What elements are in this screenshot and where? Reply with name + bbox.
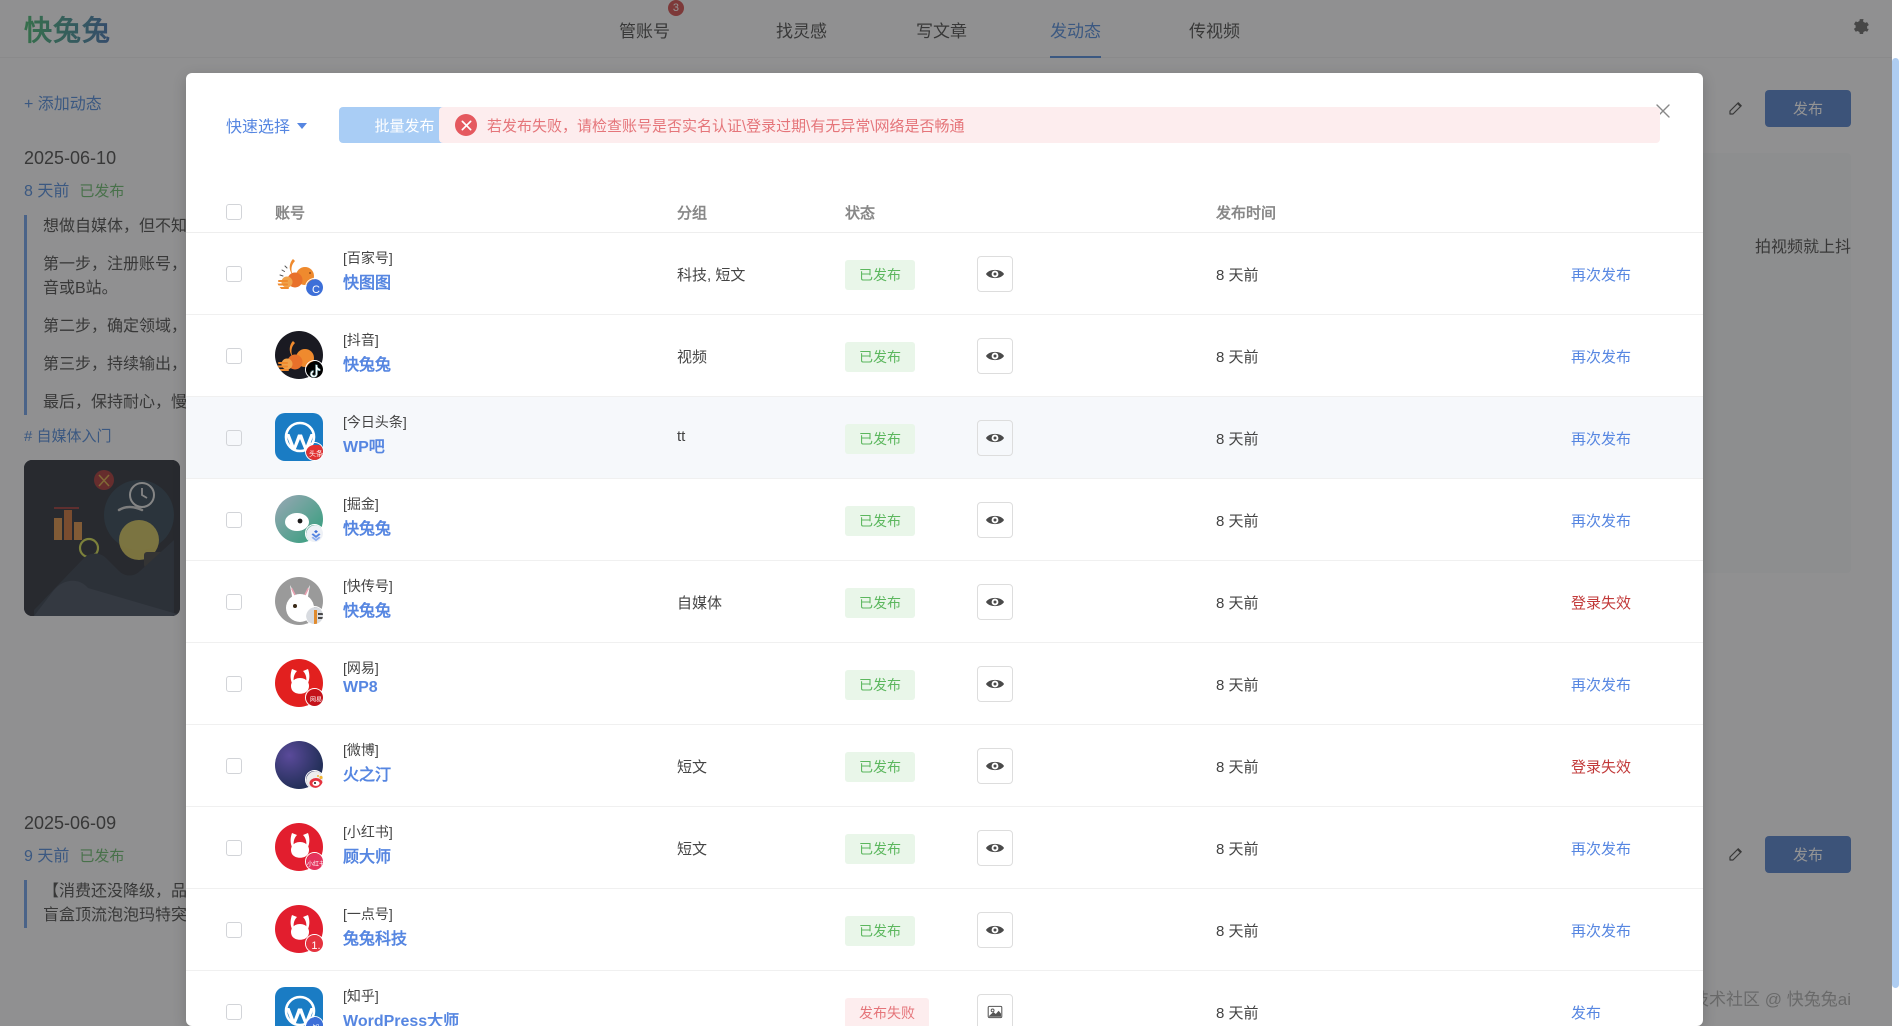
svg-text:1.: 1. [311, 940, 320, 952]
svg-text:网易: 网易 [310, 697, 322, 704]
svg-text:头条: 头条 [309, 449, 323, 458]
svg-text:小红书: 小红书 [307, 860, 324, 868]
svg-text:C: C [312, 284, 320, 296]
